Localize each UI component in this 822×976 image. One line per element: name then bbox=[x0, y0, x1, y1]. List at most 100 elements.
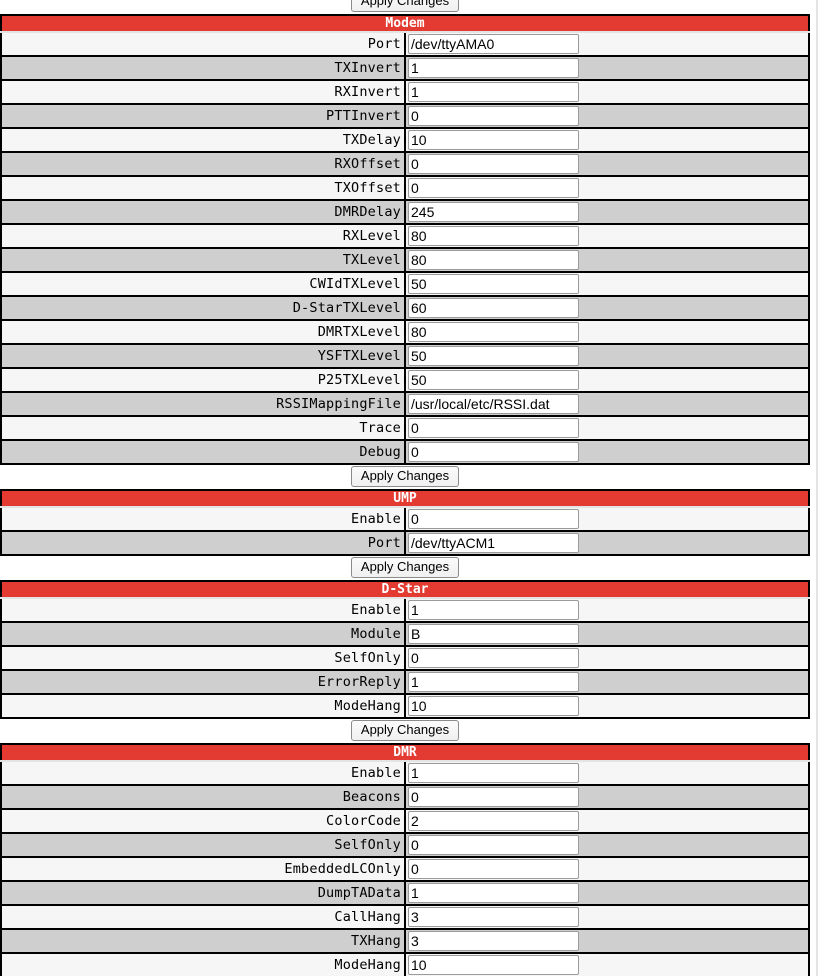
section-title: Modem bbox=[0, 14, 810, 33]
field-label: PTTInvert bbox=[0, 103, 406, 129]
field-input[interactable] bbox=[408, 58, 579, 78]
apply-changes-button[interactable]: Apply Changes bbox=[350, 720, 460, 741]
field-input[interactable] bbox=[408, 859, 579, 879]
field-label: TXHang bbox=[0, 928, 406, 954]
section-header-row: D-Star bbox=[0, 580, 810, 599]
field-label: RXInvert bbox=[0, 79, 406, 105]
field-label: RXOffset bbox=[0, 151, 406, 177]
field-input[interactable] bbox=[408, 394, 579, 414]
field-input[interactable] bbox=[408, 931, 579, 951]
field-input[interactable] bbox=[408, 763, 579, 783]
field-input[interactable] bbox=[408, 370, 579, 390]
field-row: RXInvert bbox=[0, 79, 810, 105]
field-value-cell bbox=[404, 151, 810, 177]
field-value-cell bbox=[404, 223, 810, 249]
field-value-cell bbox=[404, 199, 810, 225]
field-input[interactable] bbox=[408, 34, 579, 54]
field-input[interactable] bbox=[408, 787, 579, 807]
field-value-cell bbox=[404, 530, 810, 556]
field-label: Port bbox=[0, 31, 406, 57]
field-input[interactable] bbox=[408, 298, 579, 318]
apply-changes-button[interactable]: Apply Changes bbox=[350, 0, 460, 12]
field-input[interactable] bbox=[408, 202, 579, 222]
field-input[interactable] bbox=[408, 322, 579, 342]
field-input[interactable] bbox=[408, 82, 579, 102]
field-input[interactable] bbox=[408, 106, 579, 126]
field-row: EmbeddedLCOnly bbox=[0, 856, 810, 882]
field-label: D-StarTXLevel bbox=[0, 295, 406, 321]
field-row: P25TXLevel bbox=[0, 367, 810, 393]
config-section: Modem Port TXInvert RXInvert PTTInvert T… bbox=[0, 14, 810, 487]
field-input[interactable] bbox=[408, 696, 579, 716]
field-row: TXDelay bbox=[0, 127, 810, 153]
field-input[interactable] bbox=[408, 442, 579, 462]
apply-changes-button[interactable]: Apply Changes bbox=[350, 557, 460, 578]
config-section: DMR Enable Beacons ColorCode SelfOnly Em… bbox=[0, 743, 810, 976]
field-label: SelfOnly bbox=[0, 832, 406, 858]
field-row: ColorCode bbox=[0, 808, 810, 834]
field-label: Enable bbox=[0, 597, 406, 623]
field-row: PTTInvert bbox=[0, 103, 810, 129]
field-value-cell bbox=[404, 832, 810, 858]
field-row: RXOffset bbox=[0, 151, 810, 177]
field-input[interactable] bbox=[408, 418, 579, 438]
section-title: D-Star bbox=[0, 580, 810, 599]
field-input[interactable] bbox=[408, 883, 579, 903]
config-table: DMR Enable Beacons ColorCode SelfOnly Em… bbox=[0, 743, 810, 976]
field-row: TXInvert bbox=[0, 55, 810, 81]
field-label: Port bbox=[0, 530, 406, 556]
field-label: CallHang bbox=[0, 904, 406, 930]
field-value-cell bbox=[404, 295, 810, 321]
field-input[interactable] bbox=[408, 600, 579, 620]
field-input[interactable] bbox=[408, 624, 579, 644]
field-input[interactable] bbox=[408, 130, 579, 150]
field-label: ModeHang bbox=[0, 693, 406, 719]
field-value-cell bbox=[404, 928, 810, 954]
apply-changes-row: Apply Changes bbox=[0, 557, 810, 578]
field-row: Enable bbox=[0, 597, 810, 623]
field-label: ModeHang bbox=[0, 952, 406, 976]
field-label: SelfOnly bbox=[0, 645, 406, 671]
field-value-cell bbox=[404, 880, 810, 906]
field-value-cell bbox=[404, 904, 810, 930]
field-value-cell bbox=[404, 127, 810, 153]
apply-changes-button[interactable]: Apply Changes bbox=[350, 466, 460, 487]
section-header-row: DMR bbox=[0, 743, 810, 762]
field-label: Beacons bbox=[0, 784, 406, 810]
config-table: Modem Port TXInvert RXInvert PTTInvert T… bbox=[0, 14, 810, 465]
field-input[interactable] bbox=[408, 226, 579, 246]
field-input[interactable] bbox=[408, 346, 579, 366]
field-label: TXLevel bbox=[0, 247, 406, 273]
field-row: CallHang bbox=[0, 904, 810, 930]
field-value-cell bbox=[404, 760, 810, 786]
field-input[interactable] bbox=[408, 648, 579, 668]
field-input[interactable] bbox=[408, 178, 579, 198]
field-input[interactable] bbox=[408, 811, 579, 831]
field-input[interactable] bbox=[408, 955, 579, 975]
field-input[interactable] bbox=[408, 509, 579, 529]
field-row: TXLevel bbox=[0, 247, 810, 273]
field-row: ModeHang bbox=[0, 693, 810, 719]
field-row: Enable bbox=[0, 760, 810, 786]
field-row: SelfOnly bbox=[0, 832, 810, 858]
field-value-cell bbox=[404, 669, 810, 695]
field-row: RSSIMappingFile bbox=[0, 391, 810, 417]
field-label: CWIdTXLevel bbox=[0, 271, 406, 297]
field-label: DMRDelay bbox=[0, 199, 406, 225]
field-label: TXOffset bbox=[0, 175, 406, 201]
field-input[interactable] bbox=[408, 907, 579, 927]
field-input[interactable] bbox=[408, 533, 579, 553]
field-input[interactable] bbox=[408, 274, 579, 294]
field-input[interactable] bbox=[408, 154, 579, 174]
section-title: UMP bbox=[0, 489, 810, 508]
field-value-cell bbox=[404, 79, 810, 105]
field-value-cell bbox=[404, 952, 810, 976]
field-row: TXHang bbox=[0, 928, 810, 954]
field-label: ColorCode bbox=[0, 808, 406, 834]
section-title: DMR bbox=[0, 743, 810, 762]
field-input[interactable] bbox=[408, 672, 579, 692]
field-input[interactable] bbox=[408, 250, 579, 270]
field-value-cell bbox=[404, 31, 810, 57]
field-input[interactable] bbox=[408, 835, 579, 855]
field-row: D-StarTXLevel bbox=[0, 295, 810, 321]
